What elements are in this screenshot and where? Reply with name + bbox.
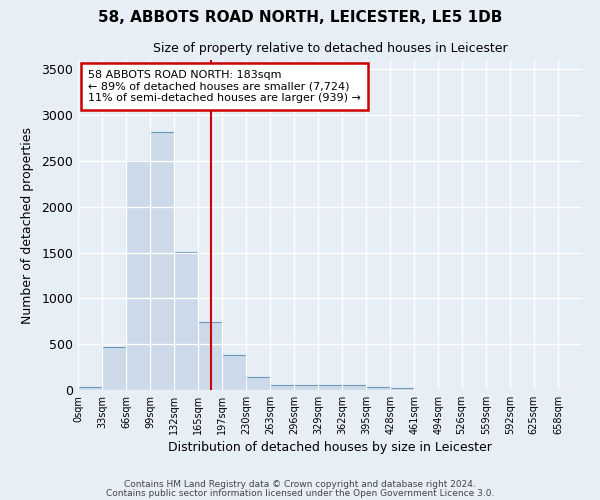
X-axis label: Distribution of detached houses by size in Leicester: Distribution of detached houses by size … (168, 441, 492, 454)
Bar (126, 161, 150, 390)
Bar (318, 386, 342, 390)
Title: Size of property relative to detached houses in Leicester: Size of property relative to detached ho… (152, 42, 508, 54)
Bar (342, 386, 366, 390)
Bar (270, 385, 294, 390)
Text: 58 ABBOTS ROAD NORTH: 183sqm
← 89% of detached houses are smaller (7,724)
11% of: 58 ABBOTS ROAD NORTH: 183sqm ← 89% of de… (88, 70, 361, 103)
Bar (102, 347, 126, 390)
Y-axis label: Number of detached properties: Number of detached properties (22, 126, 34, 324)
Bar (150, 132, 174, 390)
Bar (174, 252, 199, 390)
Bar (221, 354, 246, 390)
Bar (199, 322, 223, 390)
Bar (294, 384, 318, 390)
Text: Contains public sector information licensed under the Open Government Licence 3.: Contains public sector information licen… (106, 488, 494, 498)
Text: 58, ABBOTS ROAD NORTH, LEICESTER, LE5 1DB: 58, ABBOTS ROAD NORTH, LEICESTER, LE5 1D… (98, 10, 502, 25)
Bar (246, 376, 270, 390)
Bar (390, 388, 414, 390)
Bar (366, 387, 390, 390)
Bar (78, 387, 102, 390)
Text: Contains HM Land Registry data © Crown copyright and database right 2024.: Contains HM Land Registry data © Crown c… (124, 480, 476, 489)
